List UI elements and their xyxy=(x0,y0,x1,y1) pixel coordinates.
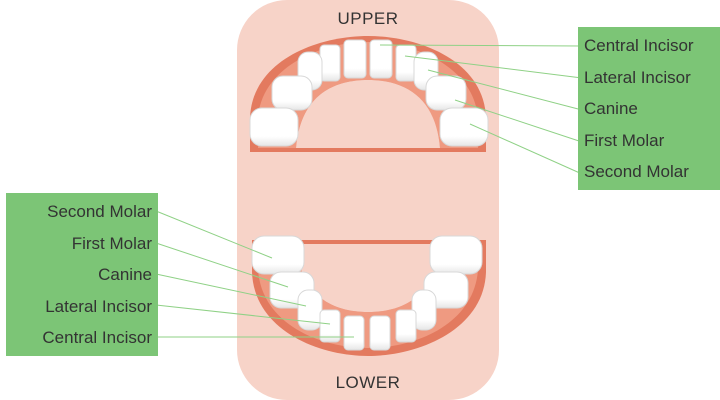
upper-tooth xyxy=(271,75,313,111)
leader-line xyxy=(404,55,583,79)
leader-line xyxy=(155,242,289,288)
leader-line xyxy=(155,304,331,325)
upper-label-central-incisor: Central Incisor xyxy=(584,36,694,55)
lower-tooth xyxy=(429,235,483,275)
lower-tooth xyxy=(369,315,391,351)
lower-label-second-molar: Second Molar xyxy=(47,202,152,221)
upper-tooth xyxy=(395,44,417,82)
lower-teeth-legend: Second Molar First Molar Canine Lateral … xyxy=(6,193,158,356)
leader-line xyxy=(155,210,273,259)
leader-line xyxy=(469,123,583,175)
lower-tooth xyxy=(395,309,417,343)
upper-tooth xyxy=(369,39,393,79)
lower-tooth xyxy=(251,235,305,275)
lower-label-first-molar: First Molar xyxy=(71,233,152,253)
upper-tooth xyxy=(439,107,489,147)
lower-jaw-label: LOWER xyxy=(335,373,401,392)
upper-label-lateral-incisor: Lateral Incisor xyxy=(584,67,691,87)
upper-label-second-molar: Second Molar xyxy=(584,162,689,182)
leader-lines xyxy=(155,44,583,338)
lower-label-canine: Canine xyxy=(98,265,152,285)
upper-tooth xyxy=(249,107,299,147)
upper-tooth xyxy=(343,39,367,79)
leader-line xyxy=(454,99,583,143)
lower-teeth xyxy=(251,235,483,351)
upper-label-canine: Canine xyxy=(584,99,638,119)
upper-jaw-label: UPPER xyxy=(337,9,399,28)
upper-teeth xyxy=(249,39,489,147)
upper-label-first-molar: First Molar xyxy=(584,130,665,150)
lower-label-lateral-incisor: Lateral Incisor xyxy=(45,296,152,316)
lower-label-central-incisor: Central Incisor xyxy=(42,328,152,348)
lower-tooth xyxy=(319,309,341,343)
leader-line xyxy=(379,44,583,47)
upper-tooth xyxy=(319,44,341,82)
leader-line xyxy=(155,273,307,307)
lower-tooth xyxy=(343,315,365,351)
leader-line xyxy=(427,69,583,111)
upper-teeth-legend: Central Incisor Lateral Incisor Canine F… xyxy=(578,27,720,190)
lower-tooth xyxy=(297,289,323,331)
upper-tooth xyxy=(425,75,467,111)
